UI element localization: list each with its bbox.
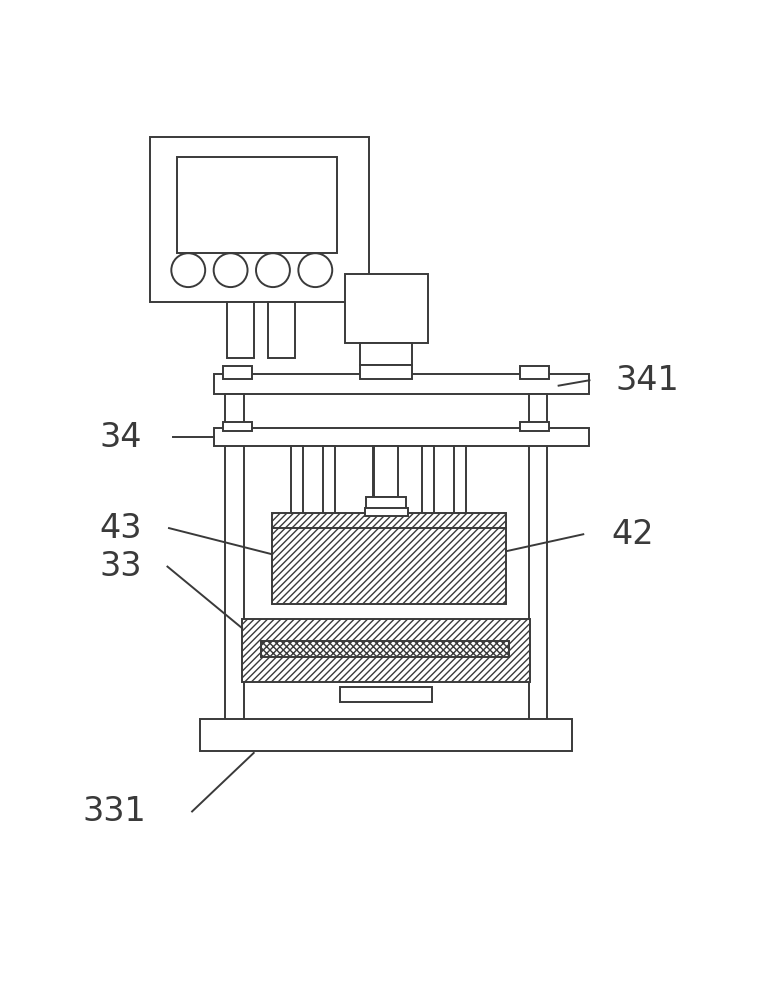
Bar	[360, 343, 412, 365]
Circle shape	[256, 253, 290, 287]
Bar	[340, 687, 432, 702]
Bar	[421, 446, 434, 531]
Bar	[364, 508, 407, 516]
Bar	[200, 719, 572, 751]
Bar	[345, 274, 428, 343]
Bar	[267, 302, 295, 358]
Bar	[225, 394, 244, 725]
Bar	[261, 641, 509, 657]
Bar	[454, 446, 466, 531]
Bar	[272, 513, 506, 604]
Text: 331: 331	[82, 795, 146, 828]
Bar	[373, 446, 386, 531]
Text: 42: 42	[612, 518, 655, 551]
Bar	[374, 446, 399, 497]
Bar	[291, 446, 303, 531]
Text: 341: 341	[615, 364, 680, 397]
Bar	[366, 497, 406, 509]
Bar	[227, 302, 253, 358]
Bar	[360, 365, 412, 379]
Bar	[177, 157, 337, 253]
Circle shape	[171, 253, 205, 287]
Bar	[323, 446, 335, 531]
Bar	[223, 366, 252, 379]
Bar	[150, 137, 369, 302]
Bar	[520, 422, 550, 431]
Bar	[213, 428, 590, 446]
Text: 34: 34	[99, 421, 142, 454]
Bar	[213, 374, 590, 394]
Text: 43: 43	[99, 512, 142, 545]
Circle shape	[299, 253, 332, 287]
Bar	[242, 619, 530, 682]
Text: 33: 33	[99, 550, 142, 583]
Bar	[529, 394, 547, 725]
Bar	[520, 366, 550, 379]
Circle shape	[213, 253, 248, 287]
Bar	[223, 422, 252, 431]
